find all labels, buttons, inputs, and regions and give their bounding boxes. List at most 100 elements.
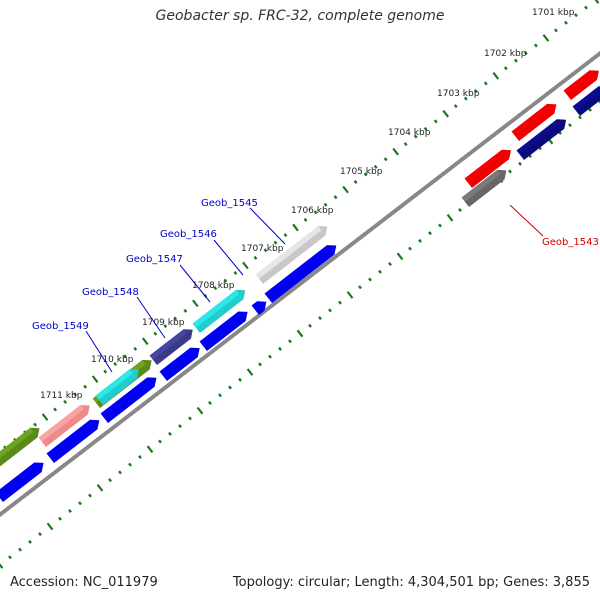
gene-label-geob-1545[interactable]: Geob_1545 xyxy=(201,198,258,209)
major-tick xyxy=(96,483,104,492)
minor-tick xyxy=(433,119,438,124)
minor-tick xyxy=(363,172,368,177)
cds-blue-feature[interactable] xyxy=(0,462,44,503)
minor-tick xyxy=(38,532,42,537)
minor-tick xyxy=(383,157,388,162)
minor-tick xyxy=(588,107,592,112)
minor-tick xyxy=(183,308,188,313)
minor-tick xyxy=(313,210,318,215)
gene-label-geob-1546[interactable]: Geob_1546 xyxy=(160,229,217,240)
minor-tick xyxy=(268,354,272,359)
feature-highlight xyxy=(199,311,242,346)
minor-tick xyxy=(574,13,578,18)
minor-tick xyxy=(158,439,162,444)
minor-tick xyxy=(554,28,558,33)
tick-label: 1701 kbp xyxy=(532,8,575,18)
feature-highlight xyxy=(516,119,561,155)
minor-tick xyxy=(103,369,108,374)
gene-label-geob-1548[interactable]: Geob_1548 xyxy=(82,287,139,298)
cds-olive-feature[interactable] xyxy=(0,427,40,482)
cds-blue-feature[interactable] xyxy=(46,419,100,463)
gene-label-geob-1549[interactable]: Geob_1549 xyxy=(32,321,89,332)
backbone-line xyxy=(0,50,600,518)
minor-tick xyxy=(453,104,458,109)
major-tick xyxy=(392,147,399,156)
major-tick xyxy=(91,375,99,384)
feature-highlight xyxy=(264,245,331,298)
major-tick xyxy=(196,406,204,415)
minor-tick xyxy=(63,399,68,404)
leader-geob-1545 xyxy=(249,207,286,245)
minor-tick xyxy=(328,308,332,313)
gene-label-geob-1547[interactable]: Geob_1547 xyxy=(126,254,183,265)
minor-tick xyxy=(153,331,158,336)
tick-label: 1704 kbp xyxy=(388,128,431,138)
major-tick xyxy=(41,413,49,421)
major-tick xyxy=(296,329,304,338)
minor-tick xyxy=(118,470,122,475)
feature-highlight xyxy=(572,86,600,111)
minor-tick xyxy=(333,195,338,200)
genome-summary-text: Topology: circular; Length: 4,304,501 bp… xyxy=(232,575,590,590)
cds-cyan-feature[interactable] xyxy=(95,369,139,405)
minor-tick xyxy=(283,233,288,238)
cds-dark-feature[interactable] xyxy=(516,119,567,160)
cds-blue-feature[interactable] xyxy=(100,377,157,423)
feature-highlight xyxy=(38,405,84,442)
cds-red-feature[interactable] xyxy=(563,70,599,100)
minor-tick xyxy=(223,278,228,283)
minor-tick xyxy=(483,81,488,86)
cds-red-feature[interactable] xyxy=(464,149,511,188)
cds-cyan-feature-geob-1546[interactable] xyxy=(192,289,246,333)
feature-highlight xyxy=(100,377,151,418)
tick-label: 1707 kbp xyxy=(241,244,284,254)
outer-tick-track xyxy=(3,0,600,450)
minor-tick xyxy=(418,238,422,243)
gene-label-leaders xyxy=(85,204,544,373)
leader-geob-1543 xyxy=(509,204,544,237)
minor-tick xyxy=(163,324,168,329)
gene-label-geob-1543[interactable]: Geob_1543 xyxy=(542,237,599,248)
feature-highlight xyxy=(0,462,38,497)
tick-label: 1708 kbp xyxy=(192,281,235,291)
cds-grey-feature-geob-1543[interactable] xyxy=(461,169,507,207)
minor-tick xyxy=(564,20,568,25)
minor-tick xyxy=(358,285,362,290)
cds-red-feature[interactable] xyxy=(511,103,557,141)
tick-label: 1709 kbp xyxy=(142,318,185,328)
minor-tick xyxy=(188,416,192,421)
major-tick xyxy=(0,563,4,569)
minor-tick xyxy=(128,462,132,467)
map-title: Geobacter sp. FRC-32, complete genome xyxy=(155,8,445,24)
feature-highlight xyxy=(46,419,94,458)
cds-navy-feature-geob-1547[interactable] xyxy=(149,329,193,365)
minor-tick xyxy=(238,377,242,382)
major-tick xyxy=(542,34,550,42)
accession-text: Accession: NC_011979 xyxy=(10,575,158,590)
feature-highlight xyxy=(159,347,194,376)
major-tick xyxy=(342,185,349,194)
cds-blue-feature[interactable] xyxy=(159,347,200,381)
minor-tick xyxy=(88,493,92,498)
tick-label: 1711 kbp xyxy=(40,391,83,401)
cds-blue-feature[interactable] xyxy=(264,245,337,303)
minor-tick xyxy=(373,164,378,169)
cds-pink-feature-geob-1549[interactable] xyxy=(38,405,90,447)
minor-tick xyxy=(288,339,292,344)
feature-highlight xyxy=(255,226,322,279)
minor-tick xyxy=(508,169,512,174)
minor-tick xyxy=(133,346,138,351)
minor-tick xyxy=(318,316,322,321)
minor-tick xyxy=(138,454,142,459)
minor-tick xyxy=(68,508,72,513)
tick-label: 1702 kbp xyxy=(484,49,527,59)
cds-grey-feature-geob-1545[interactable] xyxy=(255,226,328,284)
minor-tick xyxy=(108,478,112,483)
minor-tick xyxy=(233,271,238,275)
minor-tick xyxy=(338,300,342,305)
feature-highlight xyxy=(149,329,187,360)
feature-highlight xyxy=(251,301,261,310)
cds-blue-feature[interactable] xyxy=(199,311,248,352)
minor-tick xyxy=(503,66,508,71)
